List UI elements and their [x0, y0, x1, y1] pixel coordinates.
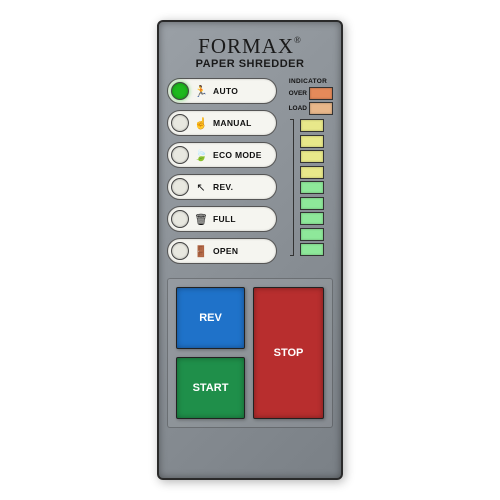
mode-list: 🏃 AUTO ☝ MANUAL 🍃 ECO MODE ↖ REV. 🗑 FULL 🚪 OPEN [167, 78, 277, 264]
big-button-area: REV START STOP [167, 278, 333, 428]
load-bar [300, 212, 324, 225]
mode-led [171, 114, 189, 132]
mode-led [171, 178, 189, 196]
mode-open[interactable]: 🚪 OPEN [167, 238, 277, 264]
load-bar [300, 197, 324, 210]
reverse-icon: ↖ [193, 179, 209, 195]
indicator-column: INDICATOR OVER LOAD [283, 78, 333, 264]
load-bar [300, 135, 324, 148]
leaf-icon: 🍃 [193, 147, 209, 163]
load-bar [300, 181, 324, 194]
door-icon: 🚪 [193, 243, 209, 259]
load-bar [300, 243, 324, 256]
load-bar [300, 119, 324, 132]
rev-button-label: REV [199, 312, 222, 324]
mode-label: OPEN [213, 246, 238, 256]
mode-rev-[interactable]: ↖ REV. [167, 174, 277, 200]
control-panel: FORMAX® PAPER SHREDDER 🏃 AUTO ☝ MANUAL 🍃 ECO … [157, 20, 343, 480]
load-bar [300, 228, 324, 241]
indicator-over-row: OVER [283, 87, 333, 100]
mode-label: AUTO [213, 86, 238, 96]
bin-icon: 🗑 [193, 211, 209, 227]
start-button[interactable]: START [176, 357, 245, 419]
mode-led [171, 82, 189, 100]
brand-name: FORMAX® [167, 34, 333, 59]
hand-icon: ☝ [193, 115, 209, 131]
load-bar [300, 166, 324, 179]
load-bar-stack [293, 119, 324, 256]
mode-led [171, 242, 189, 260]
mid-section: 🏃 AUTO ☝ MANUAL 🍃 ECO MODE ↖ REV. 🗑 FULL 🚪 OPEN IND… [167, 78, 333, 264]
stop-button-label: STOP [274, 347, 304, 359]
rev-button[interactable]: REV [176, 287, 245, 349]
mode-led [171, 146, 189, 164]
brand-text: FORMAX [198, 34, 294, 58]
load-bar [300, 150, 324, 163]
mode-eco-mode[interactable]: 🍃 ECO MODE [167, 142, 277, 168]
indicator-over-label: OVER [289, 90, 307, 97]
mode-label: MANUAL [213, 118, 252, 128]
start-button-label: START [193, 382, 229, 394]
registered-mark: ® [294, 35, 302, 45]
run-icon: 🏃 [193, 83, 209, 99]
indicator-title: INDICATOR [289, 78, 327, 85]
indicator-load-label: LOAD [289, 105, 307, 112]
mode-full[interactable]: 🗑 FULL [167, 206, 277, 232]
mode-led [171, 210, 189, 228]
device-subtitle: PAPER SHREDDER [167, 58, 333, 70]
indicator-load-row: LOAD [283, 102, 333, 115]
left-button-column: REV START [176, 287, 245, 419]
stop-button[interactable]: STOP [253, 287, 324, 419]
mode-manual[interactable]: ☝ MANUAL [167, 110, 277, 136]
mode-label: ECO MODE [213, 150, 262, 160]
mode-auto[interactable]: 🏃 AUTO [167, 78, 277, 104]
over-light [309, 87, 333, 100]
mode-label: REV. [213, 182, 233, 192]
load-light [309, 102, 333, 115]
mode-label: FULL [213, 214, 236, 224]
